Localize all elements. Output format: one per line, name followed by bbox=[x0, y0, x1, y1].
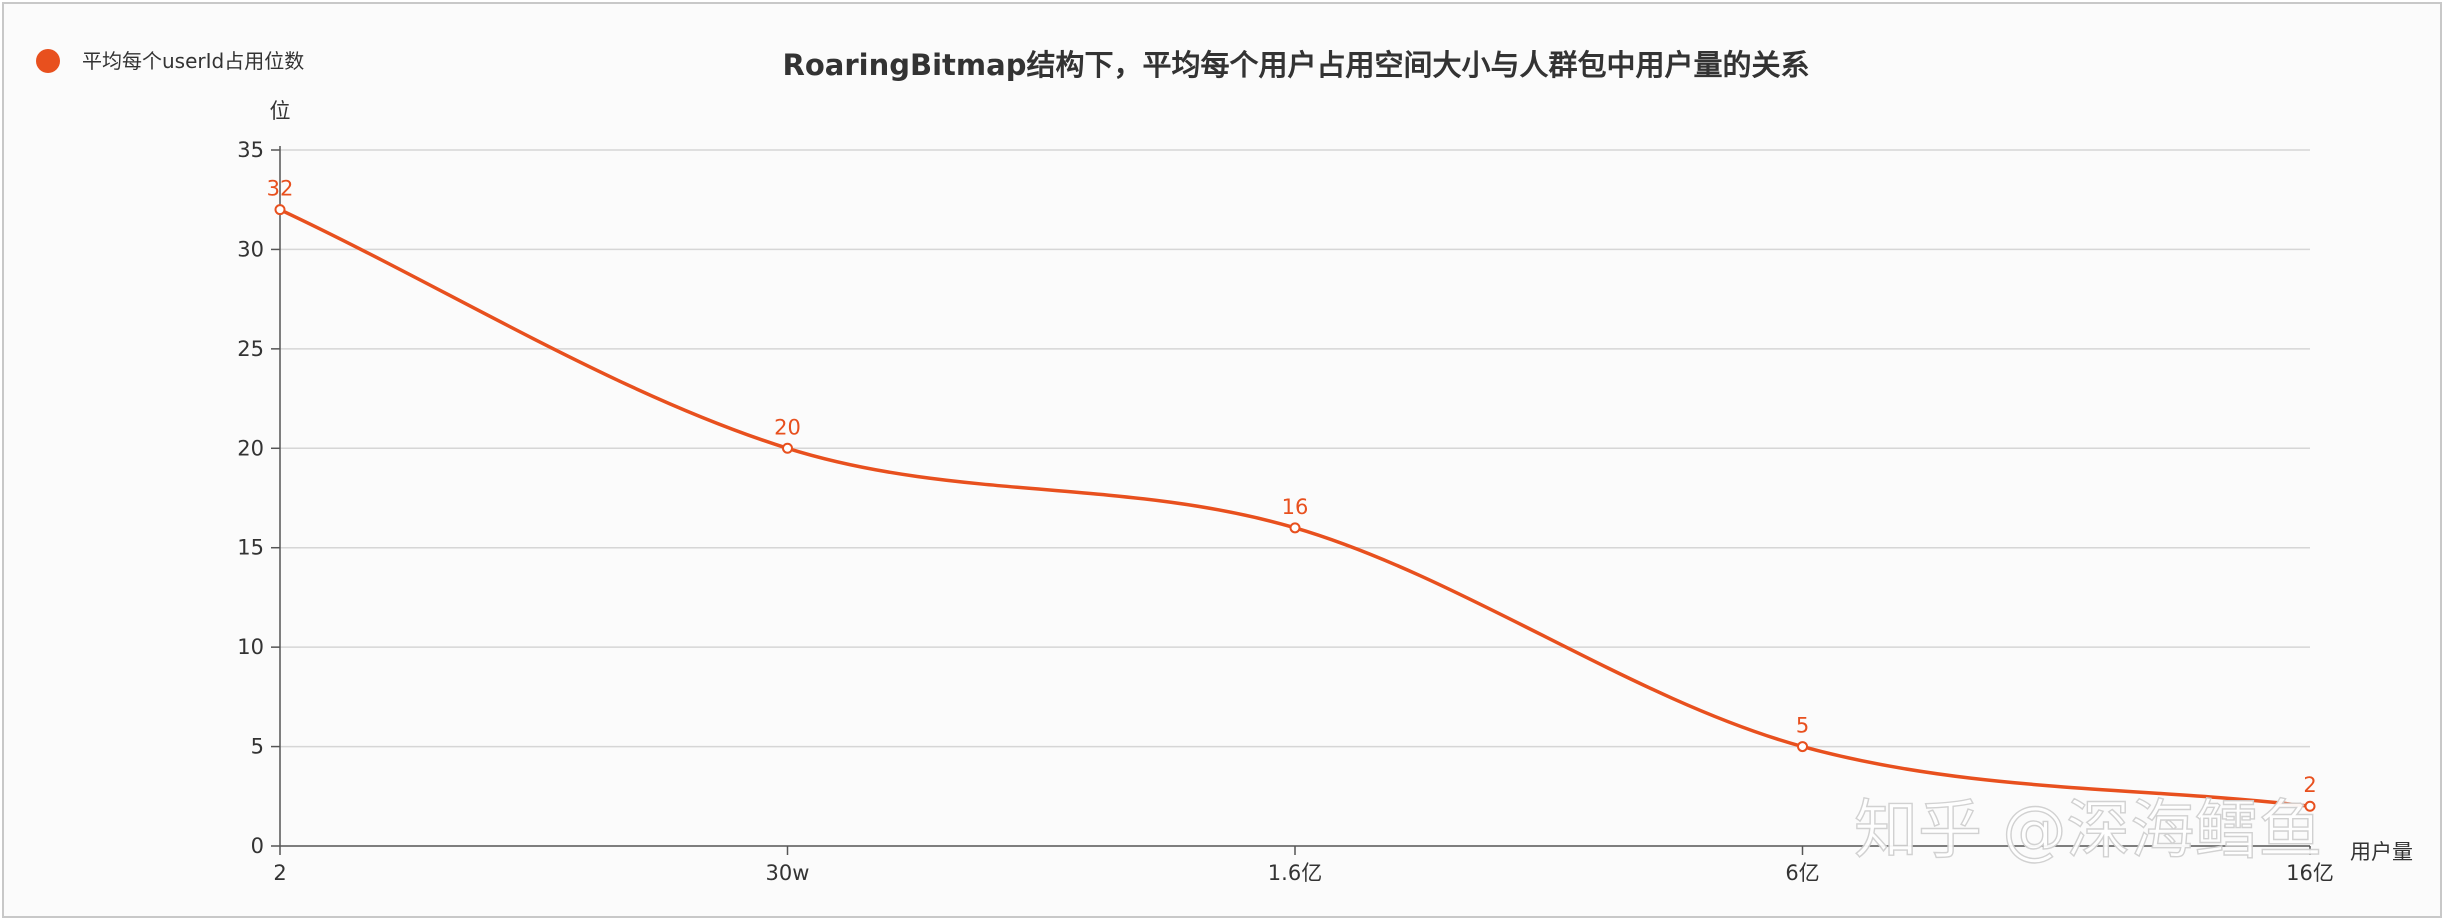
data-label: 16 bbox=[1282, 495, 1309, 519]
x-tick-labels: 2 30w 1.6亿 6亿 16亿 bbox=[273, 861, 2334, 885]
grid-lines bbox=[271, 149, 2310, 847]
data-point bbox=[274, 204, 286, 216]
line-chart: RoaringBitmap结构下，平均每个用户占用空间大小与人群包中用户量的关系… bbox=[36, 48, 2413, 885]
data-point bbox=[1289, 522, 1301, 534]
x-axis-name: 用户量 bbox=[2350, 840, 2413, 864]
data-labels: 32 20 16 5 2 bbox=[267, 177, 2317, 798]
y-tick-labels: 0 5 10 15 20 25 30 35 bbox=[237, 138, 264, 858]
y-tick-label: 20 bbox=[237, 436, 264, 460]
data-point bbox=[2304, 800, 2316, 812]
data-point bbox=[782, 442, 793, 454]
legend[interactable]: 平均每个userId占用位数 bbox=[36, 49, 304, 73]
axes bbox=[279, 146, 2311, 855]
y-tick-label: 35 bbox=[237, 138, 264, 162]
data-label: 20 bbox=[774, 415, 801, 439]
chart-title: RoaringBitmap结构下，平均每个用户占用空间大小与人群包中用户量的关系 bbox=[783, 48, 1810, 82]
x-tick-label: 16亿 bbox=[2286, 861, 2334, 885]
watermark-text: 知乎 @深海鳕鱼 bbox=[1854, 794, 2322, 868]
y-tick-label: 0 bbox=[251, 834, 264, 858]
legend-marker bbox=[36, 49, 60, 73]
data-label: 32 bbox=[267, 177, 294, 201]
data-point bbox=[1797, 741, 1808, 753]
data-points bbox=[274, 204, 2316, 812]
x-tick-label: 2 bbox=[273, 861, 286, 885]
x-tick-label: 30w bbox=[766, 861, 810, 885]
y-tick-label: 30 bbox=[237, 237, 264, 261]
legend-label: 平均每个userId占用位数 bbox=[82, 49, 304, 73]
data-label: 5 bbox=[1796, 714, 1809, 738]
x-tick-label: 1.6亿 bbox=[1268, 861, 1322, 885]
y-tick-label: 15 bbox=[237, 536, 264, 560]
y-tick-label: 10 bbox=[237, 635, 264, 659]
data-label: 2 bbox=[2303, 773, 2316, 797]
y-axis-name: 位 bbox=[270, 99, 291, 123]
x-tick-label: 6亿 bbox=[1785, 861, 1819, 885]
y-tick-label: 5 bbox=[251, 735, 264, 759]
y-tick-label: 25 bbox=[237, 337, 264, 361]
